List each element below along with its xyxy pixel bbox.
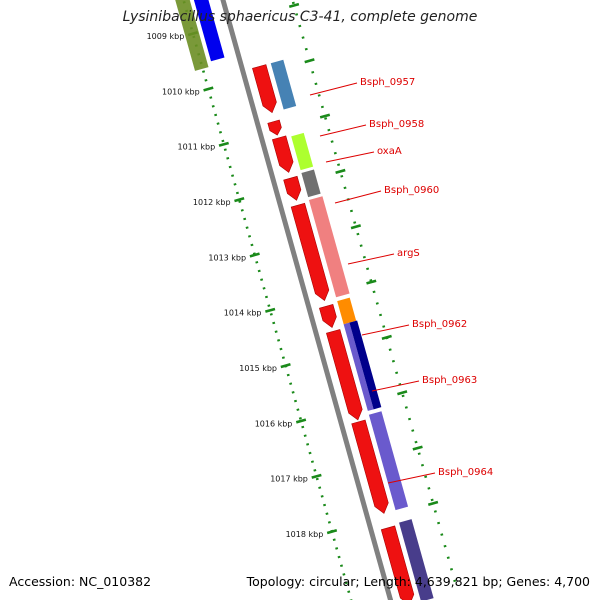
gene-arrow-bsph-0964 bbox=[351, 419, 389, 514]
inner-tick-mark bbox=[234, 197, 245, 203]
tick-label: 1017 kbp bbox=[270, 475, 308, 484]
gene-arrow-args bbox=[290, 202, 330, 301]
cog-bar-args bbox=[308, 196, 350, 298]
inner-tick-mark bbox=[295, 418, 307, 424]
topology-text: Topology: circular; Length: 4,639,821 bp… bbox=[246, 574, 590, 589]
cog-bar-oxaa bbox=[291, 132, 314, 171]
tick-label: 1012 kbp bbox=[193, 198, 231, 207]
gene-arrow-bsph-0957 bbox=[252, 64, 277, 114]
inner-tick-ring bbox=[177, 0, 358, 600]
inner-tick-mark bbox=[249, 252, 260, 258]
gene-label-bsph-0962: Bsph_0962 bbox=[412, 319, 467, 330]
cog-bar-prev-1 bbox=[165, 0, 209, 71]
cog-bar-bsph-0957 bbox=[270, 59, 297, 110]
inner-tick-mark bbox=[311, 473, 322, 479]
gene-label-bsph-0960: Bsph_0960 bbox=[384, 185, 439, 196]
genome-backbone bbox=[213, 0, 396, 600]
gene-label-bsph-0957-line bbox=[309, 82, 358, 96]
inner-tick-mark bbox=[326, 529, 338, 535]
gene-arrow-bsph-0960 bbox=[283, 175, 302, 201]
gene-arrow-bsph-0963 bbox=[326, 329, 363, 421]
tick-label: 1009 kbp bbox=[147, 32, 185, 41]
gene-label-bsph-0957: Bsph_0957 bbox=[360, 77, 415, 88]
tick-label: 1016 kbp bbox=[255, 419, 293, 428]
cog-bar-bsph-0962-a bbox=[337, 297, 357, 325]
cog-bar-bsph-0960 bbox=[301, 169, 321, 198]
gene-label-bsph-0958-line bbox=[319, 124, 367, 137]
gene-label-oxaa-line bbox=[325, 151, 375, 163]
outer-tick-mark bbox=[304, 58, 315, 64]
gene-label-args: argS bbox=[397, 248, 420, 259]
gene-label-bsph-0958: Bsph_0958 bbox=[369, 119, 424, 130]
outer-tick-mark bbox=[319, 113, 331, 119]
outer-tick-mark bbox=[397, 390, 408, 396]
gene-label-oxaa: oxaA bbox=[377, 146, 402, 157]
map-title: Lysinibacillus sphaericus C3-41, complet… bbox=[122, 9, 478, 25]
tick-label: 1011 kbp bbox=[177, 143, 215, 152]
cog-bar-bsph-0963-a bbox=[343, 322, 374, 411]
cog-bar-prev-2 bbox=[183, 0, 225, 62]
cog-bar-next bbox=[399, 519, 434, 600]
gene-arrow-oxaa bbox=[271, 135, 294, 173]
inner-tick-mark bbox=[203, 86, 214, 92]
inner-tick-mark bbox=[265, 307, 276, 313]
gene-label-bsph-0960-line bbox=[334, 190, 382, 204]
gene-label-args-line bbox=[347, 253, 395, 265]
outer-tick-mark bbox=[288, 2, 300, 9]
gene-label-bsph-0963: Bsph_0963 bbox=[422, 375, 477, 386]
tick-label: 1010 kbp bbox=[162, 87, 200, 96]
tick-label: 1015 kbp bbox=[239, 364, 277, 373]
accession-text: Accession: NC_010382 bbox=[9, 574, 152, 589]
gene-label-bsph-0964-line bbox=[387, 472, 436, 484]
gene-arrow-bsph-0958 bbox=[267, 119, 282, 136]
tick-label: 1013 kbp bbox=[208, 253, 246, 262]
outer-tick-mark bbox=[412, 445, 423, 451]
tick-label: 1014 kbp bbox=[224, 309, 262, 318]
gene-label-bsph-0963-line bbox=[371, 380, 420, 392]
gene-label-bsph-0964: Bsph_0964 bbox=[438, 467, 493, 478]
outer-tick-mark bbox=[427, 500, 439, 506]
gene-label-bsph-0962-line bbox=[361, 324, 410, 336]
gene-arrow-bsph-0962 bbox=[319, 304, 337, 328]
outer-tick-mark bbox=[366, 279, 377, 285]
cog-bar-bsph-0963-b bbox=[349, 320, 382, 410]
tick-label: 1018 kbp bbox=[286, 530, 324, 539]
outer-tick-mark bbox=[335, 168, 346, 175]
cog-bar-bsph-0964 bbox=[368, 411, 409, 511]
inner-tick-mark bbox=[218, 141, 229, 147]
outer-tick-mark bbox=[381, 334, 392, 340]
inner-tick-mark bbox=[280, 363, 291, 369]
outer-tick-mark bbox=[350, 224, 362, 230]
